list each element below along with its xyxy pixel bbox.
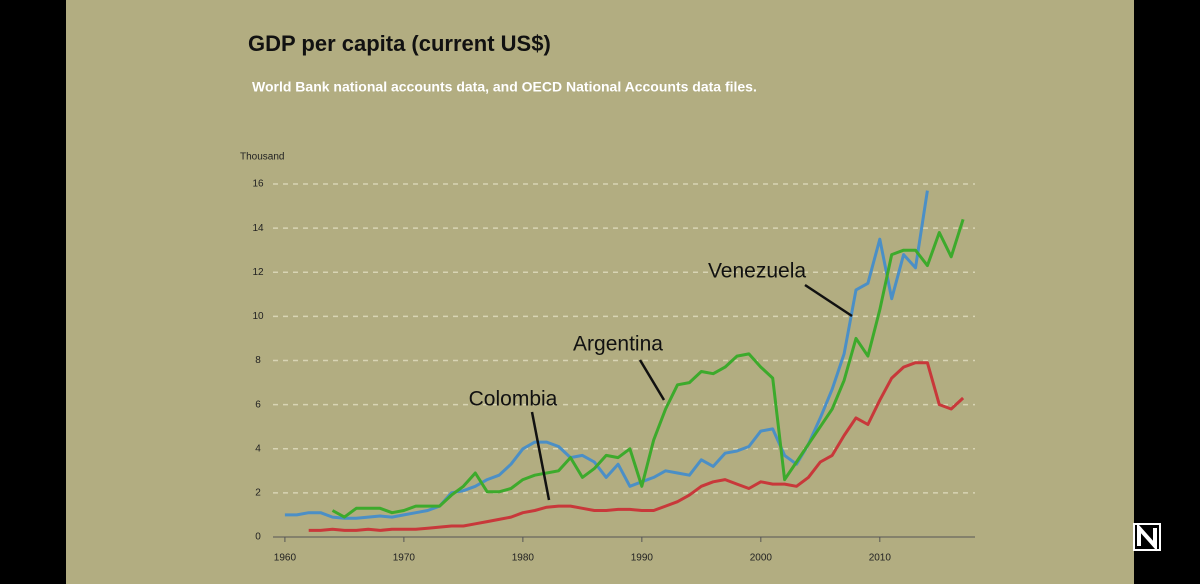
x-tick-label: 1980 bbox=[512, 553, 535, 564]
x-tick-label: 2000 bbox=[750, 553, 773, 564]
logo-frame bbox=[1133, 523, 1161, 551]
x-tick-label: 1960 bbox=[274, 553, 297, 564]
series-line bbox=[308, 361, 965, 532]
y-tick-label: 10 bbox=[252, 311, 264, 322]
chart-subtitle: World Bank national accounts data, and O… bbox=[252, 79, 757, 95]
x-tick-label: 1970 bbox=[393, 553, 416, 564]
leader-line bbox=[530, 411, 551, 501]
series-line bbox=[284, 190, 929, 520]
y-tick-label: 6 bbox=[255, 399, 261, 410]
logo-mark bbox=[1137, 522, 1157, 552]
series-label: Venezuela bbox=[708, 260, 806, 283]
series-label: Colombia bbox=[469, 388, 558, 411]
y-tick-label: 0 bbox=[255, 532, 261, 543]
background bbox=[66, 0, 1134, 584]
y-tick-label: 8 bbox=[255, 355, 261, 366]
series-line bbox=[331, 218, 965, 519]
y-tick-label: 4 bbox=[255, 443, 261, 454]
series-label: Argentina bbox=[573, 333, 663, 356]
logo bbox=[1133, 522, 1161, 552]
y-axis-label: Thousand bbox=[240, 152, 284, 163]
y-tick-label: 14 bbox=[252, 223, 264, 234]
x-tick-label: 2010 bbox=[869, 553, 892, 564]
chart-title: GDP per capita (current US$) bbox=[248, 31, 551, 56]
leader-line bbox=[638, 359, 666, 401]
y-tick-label: 16 bbox=[252, 179, 264, 190]
leader-line bbox=[804, 283, 853, 318]
x-tick-label: 1990 bbox=[631, 553, 654, 564]
y-tick-label: 2 bbox=[255, 488, 261, 499]
y-tick-label: 12 bbox=[252, 267, 264, 278]
